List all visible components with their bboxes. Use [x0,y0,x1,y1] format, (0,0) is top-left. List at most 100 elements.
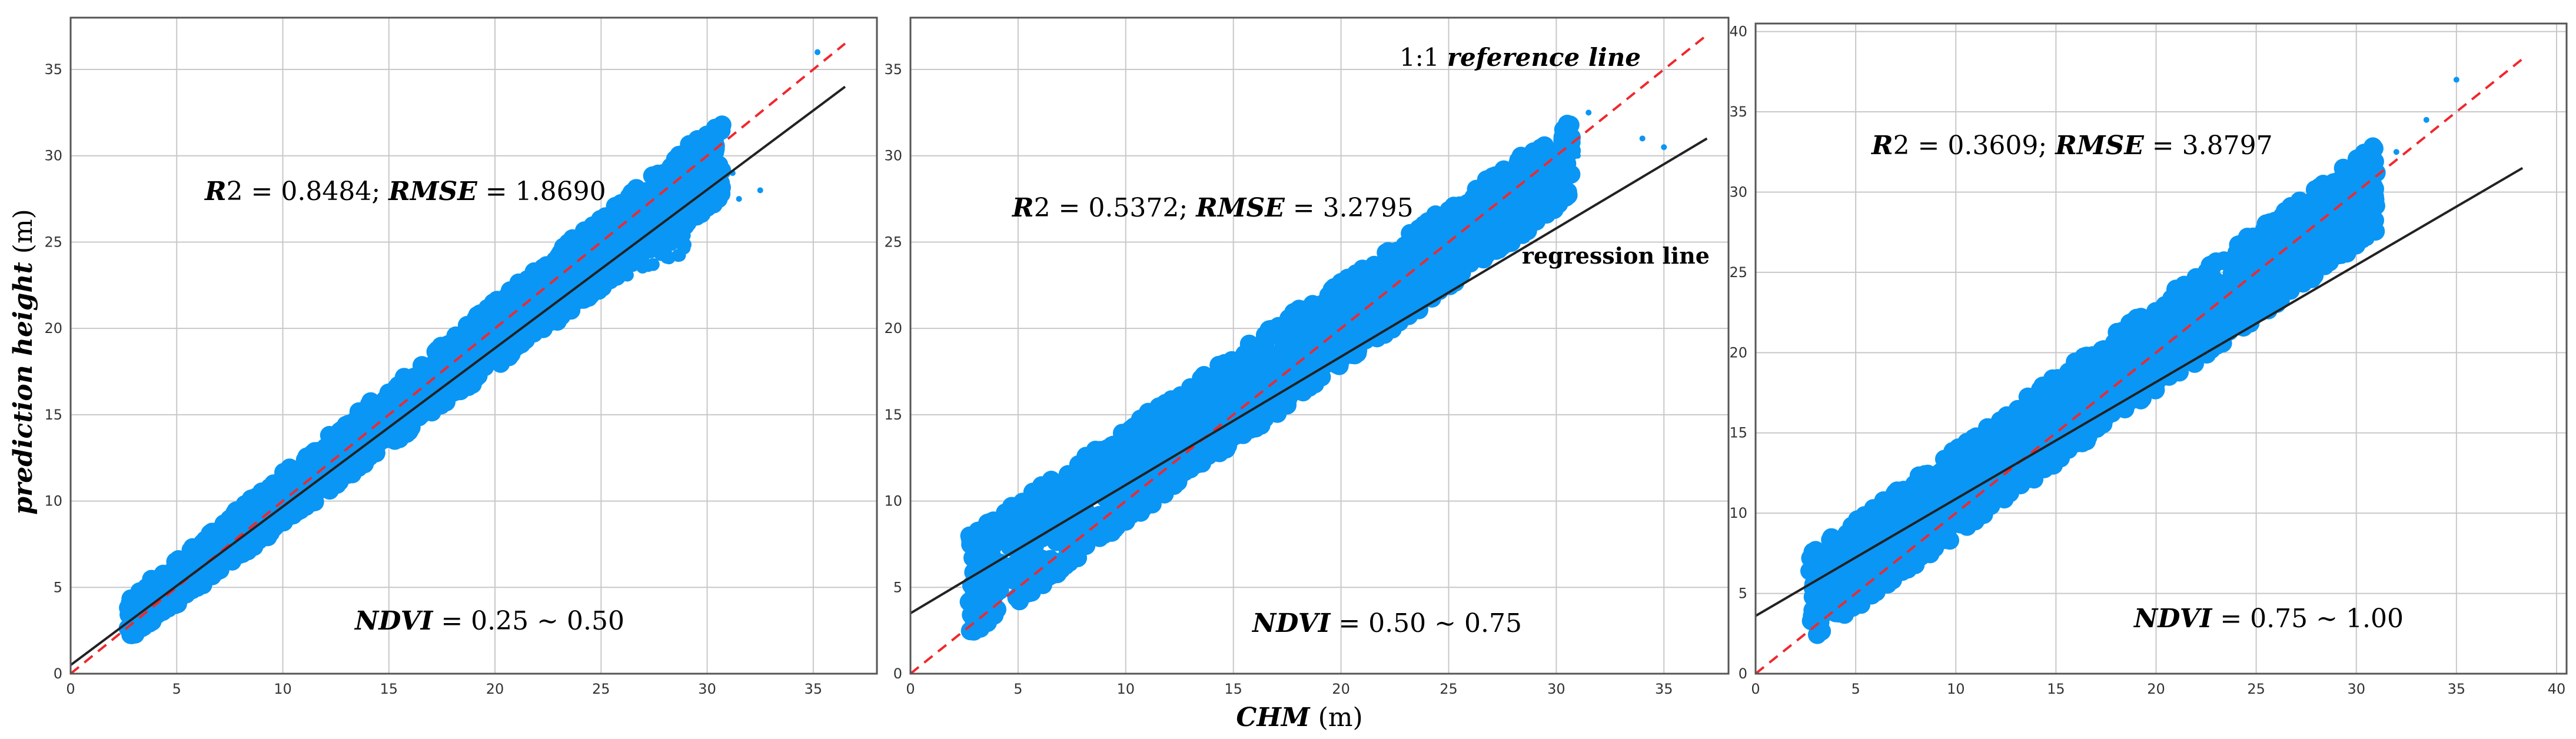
x-tick-label: 5 [172,681,181,697]
x-tick-label: 20 [2147,681,2165,697]
x-tick-label: 25 [592,681,610,697]
scatter-point [1242,337,1262,356]
x-tick-label: 35 [805,681,823,697]
y-tick-label: 10 [44,493,62,510]
x-tick-label: 25 [1440,681,1458,697]
scatter-point [2238,228,2257,247]
scatter-point [1017,519,1036,538]
scatter-point [1032,550,1052,569]
r2-label-rest: 2 = 0.5372; [1034,193,1196,223]
y-tick-label: 20 [884,320,902,337]
scatter-point [1874,566,1893,585]
x-axis-title-unit: (m) [1310,703,1363,733]
scatter-point [1015,501,1035,521]
scatter-point [591,210,610,229]
scatter-point [1473,223,1486,237]
ndvi-label-bold: NDVI [2133,604,2213,634]
scatter-outlier [1661,144,1667,151]
scatter-point [677,199,696,218]
scatter-point [2119,354,2138,373]
scatter-point [157,570,176,590]
x-tick-label: 15 [1224,681,1242,697]
x-tick-label: 15 [380,681,398,697]
scatter-point [1449,260,1468,279]
scatter-point [1967,450,1987,469]
scatter-point [2094,340,2113,359]
scatter-point [423,356,442,375]
scatter-point [506,280,526,299]
scatter-point [380,407,400,427]
x-tick-label: 5 [1851,681,1860,697]
scatter-point [1830,532,1849,551]
scatter-outlier [757,187,763,194]
scatter-point [1209,398,1228,418]
scatter-point [1929,467,1948,487]
scatter-point [2339,162,2359,181]
scatter-point [1089,525,1108,545]
scatter-point [2063,415,2082,434]
scatter-point [966,550,985,569]
scatter-point [2230,271,2249,290]
scatter-point [1440,201,1458,220]
scatter-point [1435,272,1454,291]
scatter-point [2290,215,2309,234]
plot-frame [1754,22,2568,675]
scatter-point [524,324,543,343]
scatter-point [267,491,286,511]
x-tick-label: 30 [698,681,716,697]
scatter-point [1538,192,1552,206]
scatter-point [2365,164,2384,183]
scatter-point [2060,387,2080,405]
x-tick-label: 10 [1117,681,1135,697]
scatter-point [1349,272,1368,291]
scatter-point [709,189,728,208]
scatter-point [1454,219,1467,233]
scatter-outlier [1639,135,1646,142]
scatter-point [1461,231,1475,245]
r2-label-bold: R [1011,193,1034,223]
scatter-point [1872,551,1892,571]
scatter-point [137,578,157,597]
ndvi-range-label: NDVI = 0.50 ~ 0.75 [1251,608,1522,638]
scatter-point [2020,407,2040,426]
y-tick-label: 30 [44,148,62,164]
scatter-point [1239,389,1259,408]
y-tick-label: 35 [884,61,902,78]
scatter-point [1843,598,1862,617]
scatter-point [1390,289,1409,308]
x-tick-label: 0 [906,681,915,697]
y-tick-label: 35 [44,61,62,78]
scatter-point [2158,343,2178,362]
r2-label-rest: 2 = 0.8484; [227,177,389,207]
scatter-point [2199,309,2218,329]
scatter-point [1933,528,1953,547]
ndvi-label-rest: = 0.50 ~ 0.75 [1330,608,1522,638]
scatter-point [536,262,556,281]
scatter-point [1280,317,1299,337]
reference-line-label-plain: 1:1 [1400,43,1447,72]
scatter-point [494,297,513,317]
scatter-point [1943,500,1962,520]
scatter-point [1068,500,1087,519]
y-tick-label: 0 [54,665,62,682]
scatter-point [1380,257,1399,277]
y-tick-label: 0 [1739,665,1747,682]
scatter-point [1530,145,1549,165]
scatter-point [304,447,323,466]
y-tick-label: 5 [54,579,62,595]
scatter-point [1159,416,1178,435]
scatter-point [2140,308,2160,328]
scatter-point [1425,257,1444,276]
scatter-point [2331,238,2344,251]
rmse-label-rest: = 3.2795 [1285,193,1414,223]
stats-label: R2 = 0.5372; RMSE = 3.2795 [1011,193,1414,223]
scatter-point [2009,431,2029,451]
scatter-point [1131,410,1150,429]
scatter-point [298,465,317,485]
scatter-point [2296,235,2309,249]
scatter-point [1122,505,1141,524]
rmse-label-bold: RMSE [1195,193,1285,223]
scatter-point [2092,375,2112,395]
y-tick-label: 25 [884,234,902,250]
scatter-point [1098,464,1117,484]
